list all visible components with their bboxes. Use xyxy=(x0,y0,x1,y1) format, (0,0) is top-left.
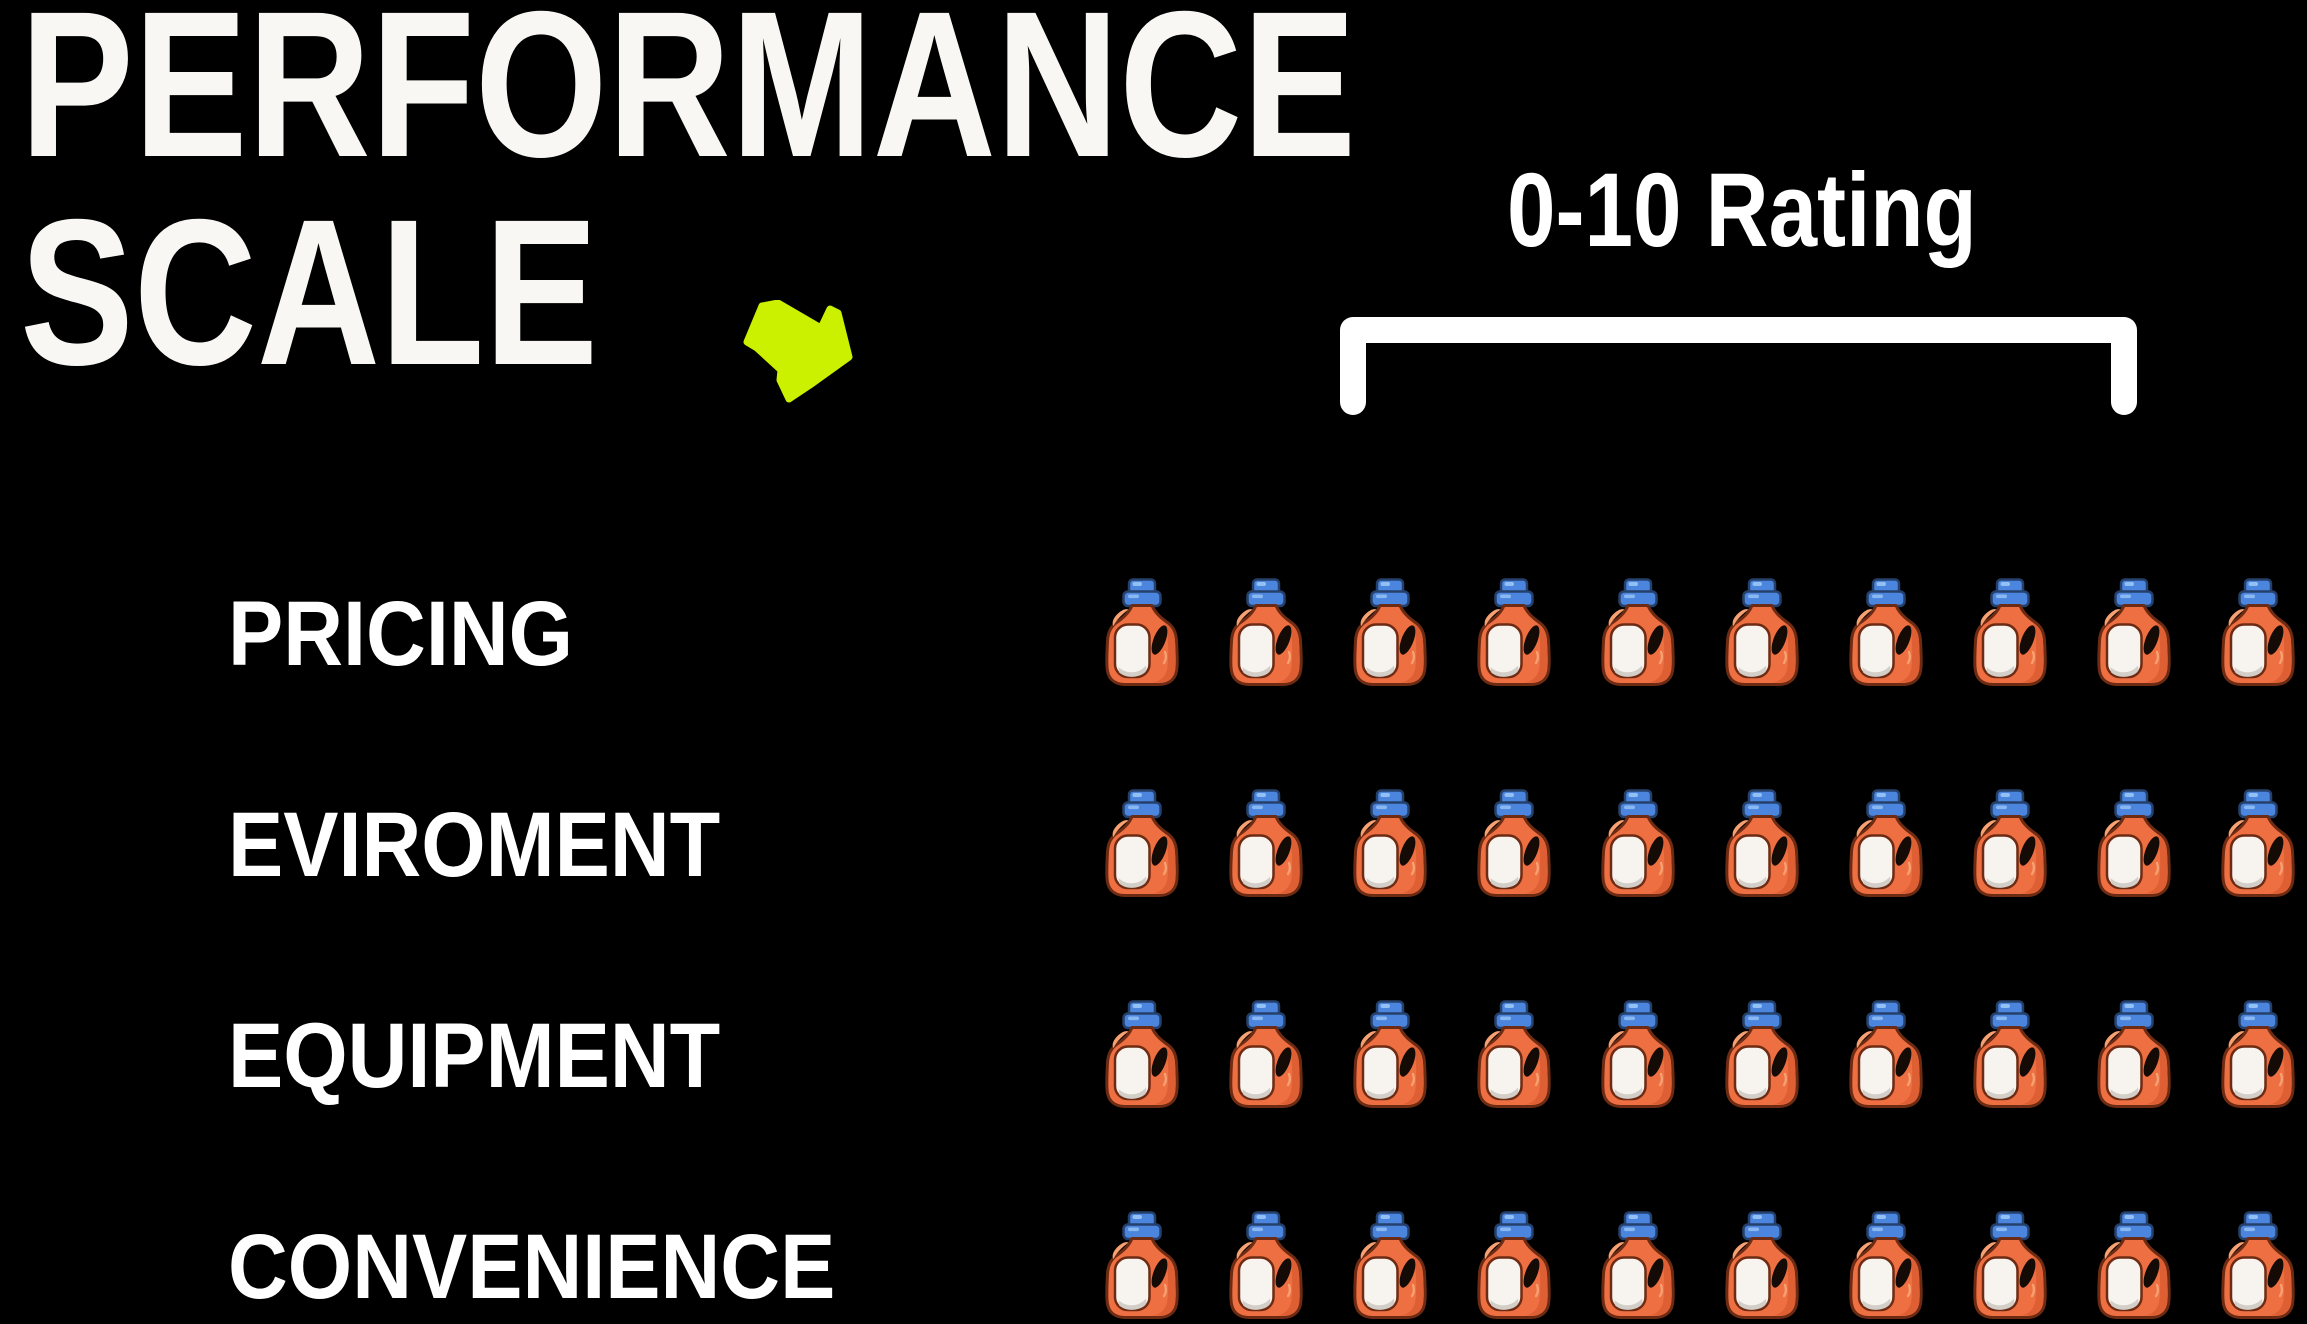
detergent-bottle-icon xyxy=(1598,1000,1678,1112)
rating-row-equipment: EQUIPMENT xyxy=(0,1000,2307,1112)
bottle-icons xyxy=(1102,789,2298,901)
title-line-1: PERFORMANCE xyxy=(20,0,1357,201)
detergent-bottle-icon xyxy=(1350,578,1430,690)
detergent-bottle-icon xyxy=(1722,1000,1802,1112)
arrow-down-right-icon xyxy=(743,300,853,403)
detergent-bottle-icon xyxy=(1846,1000,1926,1112)
detergent-bottle-icon xyxy=(1598,1211,1678,1323)
bottle-icons xyxy=(1102,578,2298,690)
detergent-bottle-icon xyxy=(1350,1000,1430,1112)
detergent-bottle-icon xyxy=(1474,578,1554,690)
detergent-bottle-icon xyxy=(1102,578,1182,690)
rating-scale-label: 0-10 Rating xyxy=(1507,152,1977,269)
category-label: CONVENIENCE xyxy=(228,1216,836,1318)
detergent-bottle-icon xyxy=(2094,1211,2174,1323)
detergent-bottle-icon xyxy=(1474,1000,1554,1112)
detergent-bottle-icon xyxy=(1474,789,1554,901)
detergent-bottle-icon xyxy=(1598,789,1678,901)
detergent-bottle-icon xyxy=(1102,1211,1182,1323)
page-title: PERFORMANCE SCALE xyxy=(20,0,1356,397)
rating-range-bracket-icon xyxy=(1340,317,2137,415)
detergent-bottle-icon xyxy=(1970,789,2050,901)
detergent-bottle-icon xyxy=(1846,578,1926,690)
detergent-bottle-icon xyxy=(2218,789,2298,901)
detergent-bottle-icon xyxy=(1226,1211,1306,1323)
detergent-bottle-icon xyxy=(1722,1211,1802,1323)
rating-row-convenience: CONVENIENCE xyxy=(0,1211,2307,1323)
detergent-bottle-icon xyxy=(2218,1211,2298,1323)
detergent-bottle-icon xyxy=(1846,789,1926,901)
category-label: PRICING xyxy=(228,583,574,685)
detergent-bottle-icon xyxy=(1970,1211,2050,1323)
detergent-bottle-icon xyxy=(1350,789,1430,901)
detergent-bottle-icon xyxy=(1474,1211,1554,1323)
rating-row-eviroment: EVIROMENT xyxy=(0,789,2307,901)
detergent-bottle-icon xyxy=(1970,578,2050,690)
bottle-icons xyxy=(1102,1000,2298,1112)
detergent-bottle-icon xyxy=(1226,1000,1306,1112)
detergent-bottle-icon xyxy=(2094,1000,2174,1112)
detergent-bottle-icon xyxy=(2218,578,2298,690)
detergent-bottle-icon xyxy=(2218,1000,2298,1112)
detergent-bottle-icon xyxy=(1598,578,1678,690)
detergent-bottle-icon xyxy=(1722,789,1802,901)
detergent-bottle-icon xyxy=(1226,789,1306,901)
category-label: EVIROMENT xyxy=(228,794,721,896)
title-line-2: SCALE xyxy=(20,177,599,409)
detergent-bottle-icon xyxy=(1846,1211,1926,1323)
detergent-bottle-icon xyxy=(1970,1000,2050,1112)
detergent-bottle-icon xyxy=(2094,789,2174,901)
detergent-bottle-icon xyxy=(1226,578,1306,690)
detergent-bottle-icon xyxy=(2094,578,2174,690)
detergent-bottle-icon xyxy=(1102,789,1182,901)
detergent-bottle-icon xyxy=(1350,1211,1430,1323)
category-label: EQUIPMENT xyxy=(228,1005,721,1107)
rating-row-pricing: PRICING xyxy=(0,578,2307,690)
bottle-icons xyxy=(1102,1211,2298,1323)
detergent-bottle-icon xyxy=(1102,1000,1182,1112)
detergent-bottle-icon xyxy=(1722,578,1802,690)
